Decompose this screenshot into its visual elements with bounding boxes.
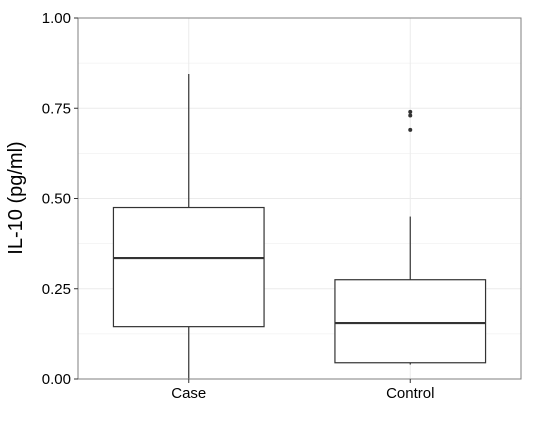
y-tick-label: 0.00 (42, 371, 71, 388)
y-tick-label: 0.50 (42, 191, 71, 208)
outlier-point (408, 113, 413, 118)
y-tick-label: 0.75 (42, 100, 71, 117)
x-tick-label: Case (171, 385, 206, 402)
box-control (334, 109, 487, 365)
box-case (112, 73, 265, 379)
y-axis: 0.00 0.25 0.50 0.75 1.00 (42, 10, 78, 388)
x-tick-label: Control (386, 385, 434, 402)
box-iqr (334, 279, 487, 364)
y-tick-label: 0.25 (42, 281, 71, 298)
x-axis: Case Control (171, 379, 434, 402)
outlier-point (408, 109, 413, 114)
box-layer (112, 73, 487, 379)
box-iqr (112, 206, 265, 328)
outlier-point (408, 127, 413, 132)
y-axis-title: IL-10 (pg/ml) (5, 141, 27, 254)
y-tick-label: 1.00 (42, 10, 71, 27)
